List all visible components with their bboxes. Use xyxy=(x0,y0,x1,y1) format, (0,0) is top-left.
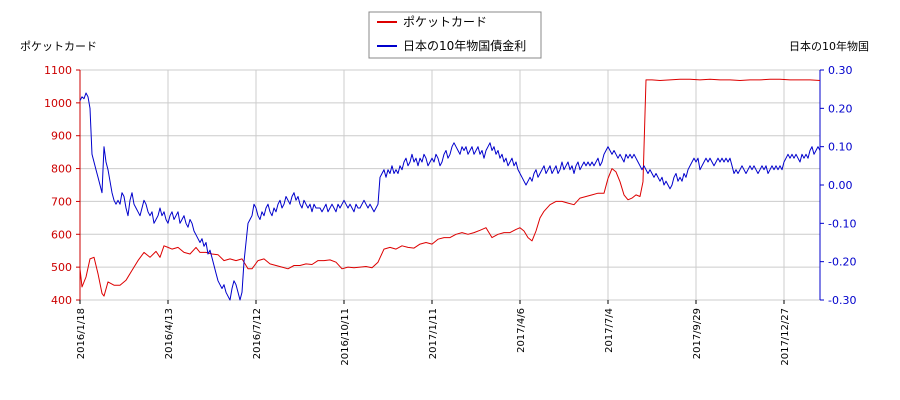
left-tick-label: 1000 xyxy=(44,97,72,110)
right-tick-label: 0.30 xyxy=(828,64,853,77)
left-tick-label: 700 xyxy=(51,195,72,208)
left-tick-label: 1100 xyxy=(44,64,72,77)
axis-ticks: 400 500 600 700 800 900 1000 1100 -0.30 -0.20 -0.1… xyxy=(44,64,856,366)
x-tick-label: 2017/7/4 xyxy=(604,308,615,353)
series-line-jgb10y xyxy=(79,92,821,301)
x-tick-label: 2017/12/27 xyxy=(780,308,791,366)
right-tick-label: 0.10 xyxy=(828,141,853,154)
left-tick-label: 500 xyxy=(51,261,72,274)
legend: ポケットカード 日本の10年物国債金利 xyxy=(368,11,542,59)
x-tick-label: 2017/9/29 xyxy=(692,308,703,359)
right-axis-title: 日本の10年物国 xyxy=(789,39,869,53)
legend-box xyxy=(368,11,542,59)
x-tick-label: 2017/1/11 xyxy=(428,308,439,359)
plot-area xyxy=(79,69,821,301)
right-tick-label: -0.10 xyxy=(828,217,856,230)
grid xyxy=(80,69,820,301)
series-layer xyxy=(79,78,821,301)
legend-label-jgb10y: 日本の10年物国債金利 xyxy=(403,38,526,53)
left-tick-label: 600 xyxy=(51,228,72,241)
left-axis-title: ポケットカード xyxy=(20,40,97,53)
right-tick-label: 0.20 xyxy=(828,102,853,115)
legend-label-pocketcard: ポケットカード xyxy=(403,15,487,29)
left-tick-label: 400 xyxy=(51,294,72,307)
series-line-pocketcard xyxy=(79,78,821,297)
left-tick-label: 900 xyxy=(51,130,72,143)
x-tick-label: 2016/10/11 xyxy=(340,308,351,366)
right-tick-label: 0.00 xyxy=(828,179,853,192)
x-tick-label: 2016/1/18 xyxy=(76,308,87,359)
right-tick-label: -0.20 xyxy=(828,256,856,269)
left-tick-label: 800 xyxy=(51,163,72,176)
x-tick-label: 2016/7/12 xyxy=(252,308,263,359)
x-tick-label: 2017/4/6 xyxy=(516,308,527,353)
x-tick-label: 2016/4/13 xyxy=(164,308,175,359)
right-tick-label: -0.30 xyxy=(828,294,856,307)
